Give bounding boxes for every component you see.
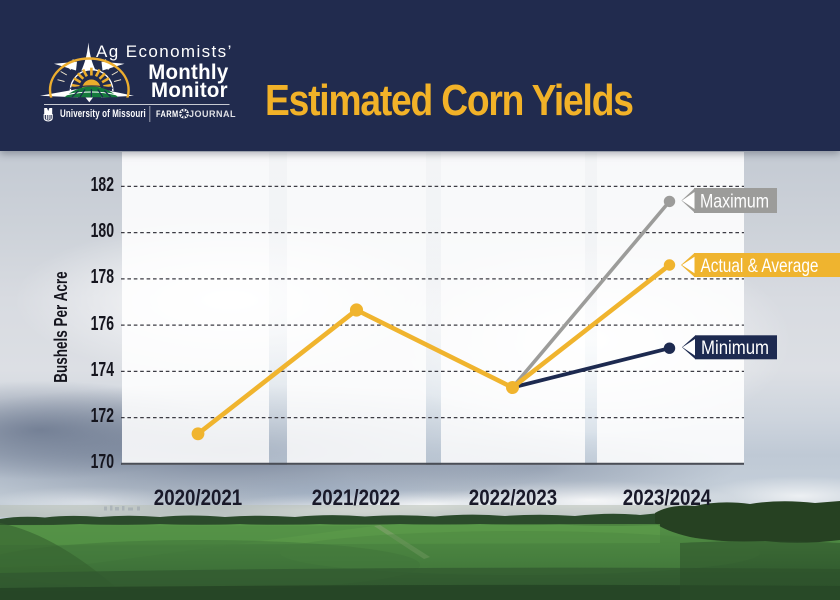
svg-text:Minimum: Minimum — [701, 337, 769, 359]
svg-text:Actual & Average: Actual & Average — [701, 255, 819, 277]
svg-text:Maximum: Maximum — [700, 190, 769, 212]
